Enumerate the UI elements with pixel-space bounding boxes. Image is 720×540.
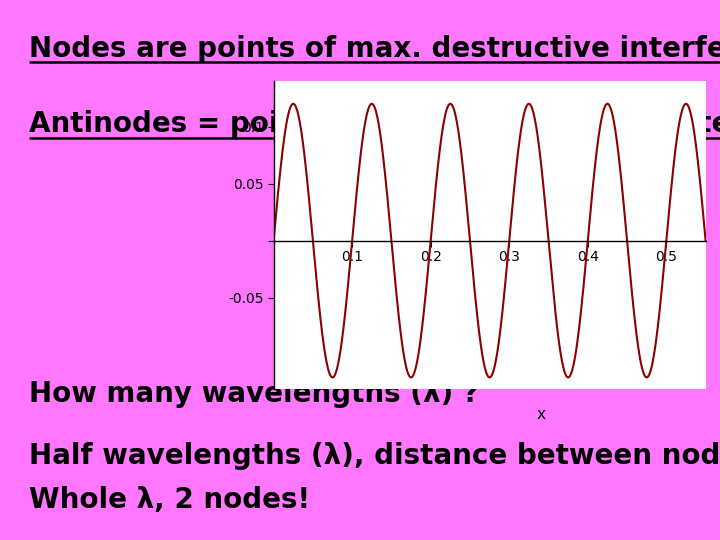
X-axis label: x: x — [537, 407, 546, 422]
Text: Nodes are points of max. destructive interference.: Nodes are points of max. destructive int… — [29, 35, 720, 63]
Text: How many wavelengths (λ) ?: How many wavelengths (λ) ? — [29, 380, 479, 408]
Text: Half wavelengths (λ), distance between nodes!: Half wavelengths (λ), distance between n… — [29, 442, 720, 470]
Text: Antinodes = points of max. constructive interference.: Antinodes = points of max. constructive … — [29, 110, 720, 138]
Text: Whole λ, 2 nodes!: Whole λ, 2 nodes! — [29, 485, 310, 514]
